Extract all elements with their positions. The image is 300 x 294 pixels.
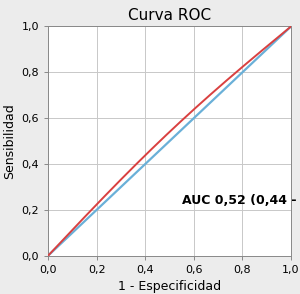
Title: Curva ROC: Curva ROC	[128, 8, 211, 23]
X-axis label: 1 - Especificidad: 1 - Especificidad	[118, 280, 221, 293]
Y-axis label: Sensibilidad: Sensibilidad	[3, 103, 16, 179]
Text: AUC 0,52 (0,44 - 0,60): AUC 0,52 (0,44 - 0,60)	[182, 194, 300, 207]
